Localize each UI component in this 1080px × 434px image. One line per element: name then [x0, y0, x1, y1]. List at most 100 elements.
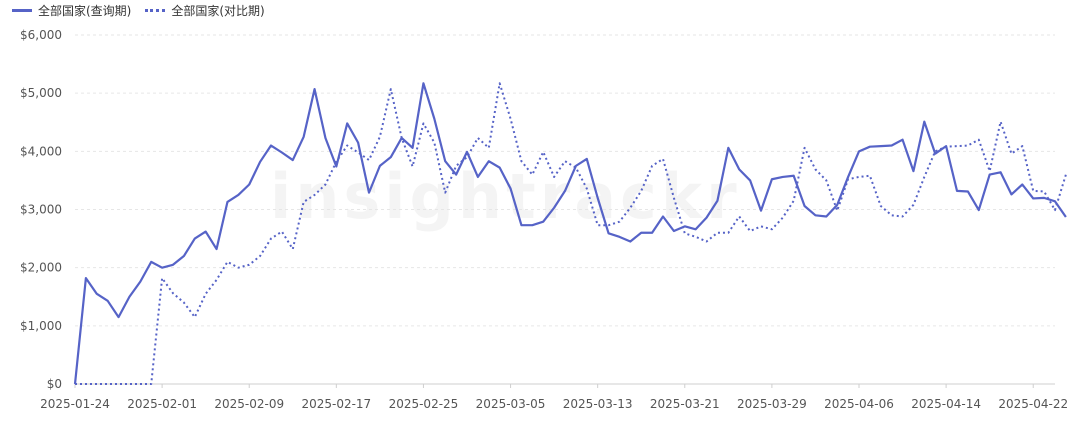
data-point[interactable] [790, 197, 798, 205]
data-point[interactable] [997, 118, 1005, 126]
data-point[interactable] [724, 229, 732, 237]
data-point[interactable] [528, 221, 536, 229]
data-point[interactable] [71, 380, 79, 388]
data-point[interactable] [289, 245, 297, 253]
data-point[interactable] [517, 221, 525, 229]
data-point[interactable] [757, 222, 765, 230]
data-point[interactable] [409, 144, 417, 152]
data-point[interactable] [267, 235, 275, 243]
data-point[interactable] [561, 157, 569, 165]
data-point[interactable] [387, 153, 395, 161]
data-point[interactable] [746, 176, 754, 184]
data-point[interactable] [615, 233, 623, 241]
data-point[interactable] [1007, 190, 1015, 198]
data-point[interactable] [659, 155, 667, 163]
data-point[interactable] [474, 173, 482, 181]
data-point[interactable] [605, 229, 613, 237]
data-point[interactable] [637, 229, 645, 237]
data-point[interactable] [93, 380, 101, 388]
series-line-compare[interactable] [75, 82, 1067, 385]
data-point[interactable] [953, 187, 961, 195]
data-point[interactable] [485, 157, 493, 165]
data-point[interactable] [430, 115, 438, 123]
data-point[interactable] [713, 197, 721, 205]
data-point[interactable] [93, 290, 101, 298]
data-point[interactable] [452, 162, 460, 170]
data-point[interactable] [899, 136, 907, 144]
data-point[interactable] [234, 191, 242, 199]
data-point[interactable] [430, 139, 438, 147]
data-point[interactable] [615, 218, 623, 226]
data-point[interactable] [289, 156, 297, 164]
data-point[interactable] [909, 167, 917, 175]
data-point[interactable] [1018, 142, 1026, 150]
data-point[interactable] [441, 189, 449, 197]
data-point[interactable] [115, 380, 123, 388]
data-point[interactable] [986, 167, 994, 175]
data-point[interactable] [125, 293, 133, 301]
data-point[interactable] [507, 115, 515, 123]
data-point[interactable] [920, 173, 928, 181]
data-point[interactable] [245, 180, 253, 188]
data-point[interactable] [104, 297, 112, 305]
data-point[interactable] [147, 380, 155, 388]
data-point[interactable] [539, 148, 547, 156]
data-point[interactable] [637, 187, 645, 195]
data-point[interactable] [191, 235, 199, 243]
data-point[interactable] [419, 119, 427, 127]
data-point[interactable] [594, 194, 602, 202]
data-point[interactable] [877, 142, 885, 150]
data-point[interactable] [1029, 194, 1037, 202]
data-point[interactable] [997, 168, 1005, 176]
data-point[interactable] [1040, 187, 1048, 195]
data-point[interactable] [365, 189, 373, 197]
data-point[interactable] [964, 187, 972, 195]
data-point[interactable] [376, 133, 384, 141]
data-point[interactable] [746, 227, 754, 235]
data-point[interactable] [975, 206, 983, 214]
data-point[interactable] [833, 207, 841, 215]
data-point[interactable] [158, 274, 166, 282]
data-point[interactable] [496, 164, 504, 172]
data-point[interactable] [256, 158, 264, 166]
data-point[interactable] [779, 173, 787, 181]
data-point[interactable] [681, 229, 689, 237]
data-point[interactable] [648, 229, 656, 237]
data-point[interactable] [376, 162, 384, 170]
data-point[interactable] [332, 158, 340, 166]
data-point[interactable] [648, 162, 656, 170]
data-point[interactable] [866, 172, 874, 180]
data-point[interactable] [692, 225, 700, 233]
data-point[interactable] [583, 185, 591, 193]
data-point[interactable] [888, 142, 896, 150]
data-point[interactable] [670, 194, 678, 202]
data-point[interactable] [180, 299, 188, 307]
data-point[interactable] [659, 212, 667, 220]
data-point[interactable] [321, 134, 329, 142]
data-point[interactable] [790, 172, 798, 180]
data-point[interactable] [234, 264, 242, 272]
data-point[interactable] [626, 237, 634, 245]
data-point[interactable] [136, 278, 144, 286]
data-point[interactable] [528, 171, 536, 179]
data-point[interactable] [855, 147, 863, 155]
data-point[interactable] [735, 165, 743, 173]
data-point[interactable] [158, 264, 166, 272]
data-point[interactable] [920, 118, 928, 126]
data-point[interactable] [888, 211, 896, 219]
data-point[interactable] [779, 214, 787, 222]
data-point[interactable] [539, 218, 547, 226]
data-point[interactable] [267, 142, 275, 150]
data-point[interactable] [256, 252, 264, 260]
data-point[interactable] [517, 157, 525, 165]
data-point[interactable] [768, 175, 776, 183]
data-point[interactable] [768, 225, 776, 233]
data-point[interactable] [278, 228, 286, 236]
data-point[interactable] [452, 171, 460, 179]
data-point[interactable] [311, 191, 319, 199]
data-point[interactable] [953, 142, 961, 150]
data-point[interactable] [1062, 213, 1070, 221]
data-point[interactable] [202, 228, 210, 236]
data-point[interactable] [735, 212, 743, 220]
data-point[interactable] [321, 180, 329, 188]
